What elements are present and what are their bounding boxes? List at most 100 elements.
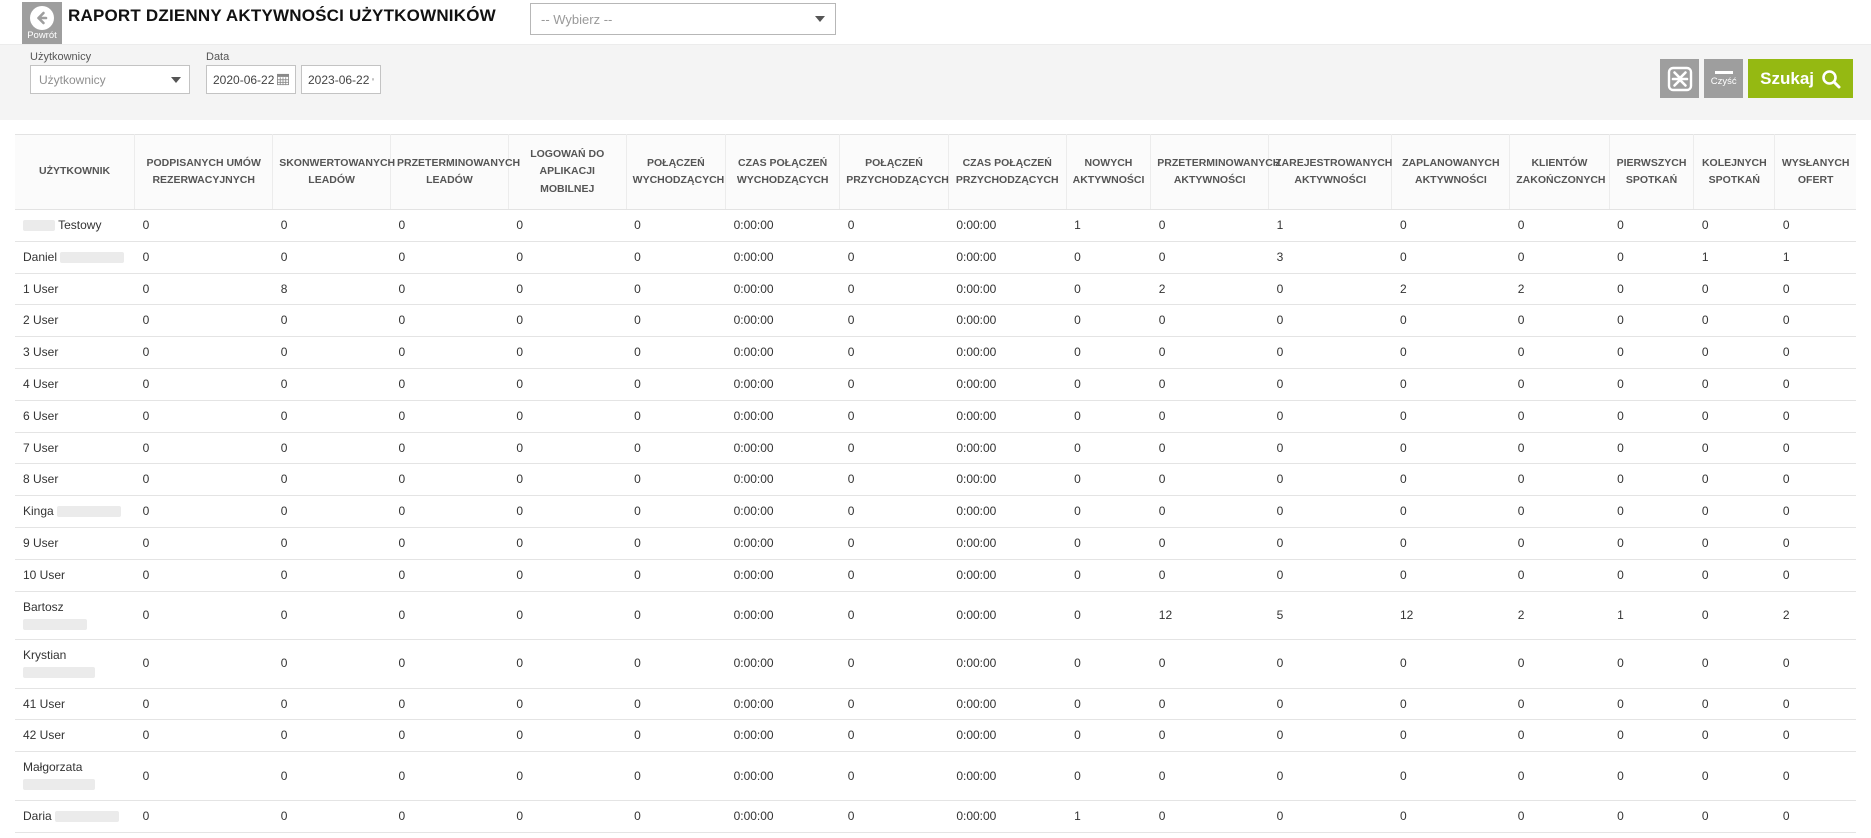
calendar-icon[interactable] xyxy=(372,73,374,86)
user-cell: Bartosz xyxy=(15,591,135,641)
column-header[interactable]: POŁĄCZEŃ PRZYCHODZĄCYCH xyxy=(839,134,949,210)
value-cell: 0 xyxy=(134,527,273,560)
value-cell: 0 xyxy=(1268,639,1392,689)
value-cell: 0 xyxy=(1509,368,1610,401)
value-cell: 0 xyxy=(1268,832,1392,838)
value-cell: 0 xyxy=(1693,527,1775,560)
column-header[interactable]: PRZETERMINOWANYCH AKTYWNOŚCI xyxy=(1150,134,1280,210)
column-header[interactable]: NOWYCH AKTYWNOŚCI xyxy=(1065,134,1152,210)
table-row: 9 User 0 0 0 0 0 0:00:00 0 0:00:00 0 0 0 0 0 0 0 0 xyxy=(15,527,1856,560)
chevron-down-icon xyxy=(815,16,825,22)
user-cell: 41 User xyxy=(15,688,135,721)
value-cell: 0:00:00 xyxy=(948,591,1067,641)
value-cell: 0 xyxy=(1609,209,1694,242)
value-cell: 8 xyxy=(272,273,391,306)
value-cell: 0 xyxy=(1150,527,1269,560)
column-header[interactable]: PRZETERMINOWANYCH LEADÓW xyxy=(390,134,520,210)
date-from-input[interactable] xyxy=(213,72,275,87)
value-cell: 0:00:00 xyxy=(948,432,1067,465)
value-cell: 0:00:00 xyxy=(948,527,1067,560)
back-arrow-icon xyxy=(30,5,54,30)
value-cell: 0 xyxy=(508,591,627,641)
user-name: 1 User xyxy=(23,281,59,296)
report-select[interactable]: -- Wybierz -- xyxy=(530,3,836,35)
value-cell: 0 xyxy=(839,209,949,242)
table-row: Testowy 0 0 0 0 0 0:00:00 0 0:00:00 1 0 1 0 0 0 0 0 xyxy=(15,209,1856,242)
value-cell: 0 xyxy=(839,719,949,753)
user-name: Testowy xyxy=(58,217,102,232)
column-header[interactable]: ZAPLANOWANYCH AKTYWNOŚCI xyxy=(1391,134,1511,210)
value-cell: 0 xyxy=(1609,336,1694,369)
value-cell: 0 xyxy=(839,400,949,433)
value-cell: 0 xyxy=(1774,495,1856,528)
value-cell: 0 xyxy=(134,368,273,401)
value-cell: 0 xyxy=(626,304,726,338)
column-header[interactable]: POŁĄCZEŃ WYCHODZĄCYCH xyxy=(625,134,727,210)
value-cell: 0:00:00 xyxy=(948,209,1067,242)
value-cell: 0 xyxy=(1609,368,1694,401)
value-cell: 0 xyxy=(1391,719,1510,753)
redacted-text xyxy=(23,667,95,679)
column-header[interactable]: KOLEJNYCH SPOTKAŃ xyxy=(1693,134,1776,210)
users-select-value: Użytkownicy xyxy=(39,72,106,87)
column-header[interactable]: UŻYTKOWNIK xyxy=(15,134,136,210)
value-cell: 0 xyxy=(1066,832,1151,838)
table-row: 7 User 0 0 0 0 0 0:00:00 0 0:00:00 0 0 0 0 0 0 0 0 xyxy=(15,432,1856,465)
table-row: Kinga 0 0 0 0 0 0:00:00 0 0:00:00 0 0 0 0 0 0 0 0 xyxy=(15,495,1856,528)
column-header[interactable]: LOGOWAŃ DO APLIKACJI MOBILNEJ xyxy=(507,134,627,210)
column-header[interactable]: SKONWERTOWANYCH LEADÓW xyxy=(272,134,395,210)
value-cell: 0:00:00 xyxy=(725,639,840,689)
value-cell: 0 xyxy=(1268,800,1392,833)
value-cell: 0 xyxy=(134,463,273,497)
value-cell: 0 xyxy=(272,336,391,369)
value-cell: 0 xyxy=(1150,209,1269,242)
search-button[interactable]: Szukaj xyxy=(1748,59,1853,98)
value-cell: 0 xyxy=(1693,688,1775,721)
value-cell: 0 xyxy=(508,639,627,689)
value-cell: 0 xyxy=(1774,719,1856,753)
value-cell: 0 xyxy=(1150,688,1269,721)
value-cell: 0 xyxy=(272,527,391,560)
column-header[interactable]: ZAREJESTROWANYCH AKTYWNOŚCI xyxy=(1268,134,1393,210)
value-cell: 0 xyxy=(1066,432,1151,465)
value-cell: 0 xyxy=(1609,527,1694,560)
column-header[interactable]: PODPISANYCH UMÓW REZERWACYJNYCH xyxy=(134,134,274,210)
user-name: Bartosz xyxy=(23,599,64,614)
value-cell: 0:00:00 xyxy=(948,400,1067,433)
clear-button[interactable]: Czyść xyxy=(1704,59,1744,98)
date-to-input[interactable] xyxy=(308,72,370,87)
value-cell: 0:00:00 xyxy=(725,304,840,338)
value-cell: 0:00:00 xyxy=(948,751,1067,801)
redacted-text xyxy=(23,779,95,791)
value-cell: 0:00:00 xyxy=(948,273,1067,306)
value-cell: 0 xyxy=(839,751,949,801)
value-cell: 0 xyxy=(1268,304,1392,338)
column-header[interactable]: CZAS POŁĄCZEŃ WYCHODZĄCYCH xyxy=(725,134,841,210)
table-row: 10 User 0 0 0 0 0 0:00:00 0 0:00:00 0 0 0 0 0 0 0 0 xyxy=(15,559,1856,592)
column-header[interactable]: PIERWSZYCH SPOTKAŃ xyxy=(1608,134,1695,210)
value-cell: 0 xyxy=(839,368,949,401)
excel-export-button[interactable] xyxy=(1660,59,1700,98)
value-cell: 0:00:00 xyxy=(725,368,840,401)
value-cell: 0 xyxy=(1509,559,1610,592)
back-button[interactable]: Powrót xyxy=(22,2,62,44)
user-cell: 42 User xyxy=(15,719,135,753)
value-cell: 0 xyxy=(1391,639,1510,689)
report-table-wrap: UŻYTKOWNIK PODPISANYCH UMÓW REZERWACYJNYC… xyxy=(0,120,1871,838)
table-row: 1 User 0 8 0 0 0 0:00:00 0 0:00:00 0 2 0 2 2 0 0 0 xyxy=(15,273,1856,306)
value-cell: 0 xyxy=(839,336,949,369)
value-cell: 0 xyxy=(1509,304,1610,338)
value-cell: 0 xyxy=(626,527,726,560)
column-header[interactable]: CZAS POŁĄCZEŃ PRZYCHODZĄCYCH xyxy=(947,134,1067,210)
calendar-icon[interactable] xyxy=(277,73,289,86)
value-cell: 0 xyxy=(1268,368,1392,401)
value-cell: 0 xyxy=(134,432,273,465)
column-header[interactable]: KLIENTÓW ZAKOŃCZONYCH xyxy=(1509,134,1610,210)
value-cell: 0 xyxy=(626,432,726,465)
user-name: Małgorzata xyxy=(23,760,83,775)
value-cell: 0 xyxy=(1268,559,1392,592)
value-cell: 0 xyxy=(626,688,726,721)
value-cell: 0 xyxy=(390,832,509,838)
users-select[interactable]: Użytkownicy xyxy=(30,65,190,94)
column-header[interactable]: WYSŁANYCH OFERT xyxy=(1774,134,1856,210)
